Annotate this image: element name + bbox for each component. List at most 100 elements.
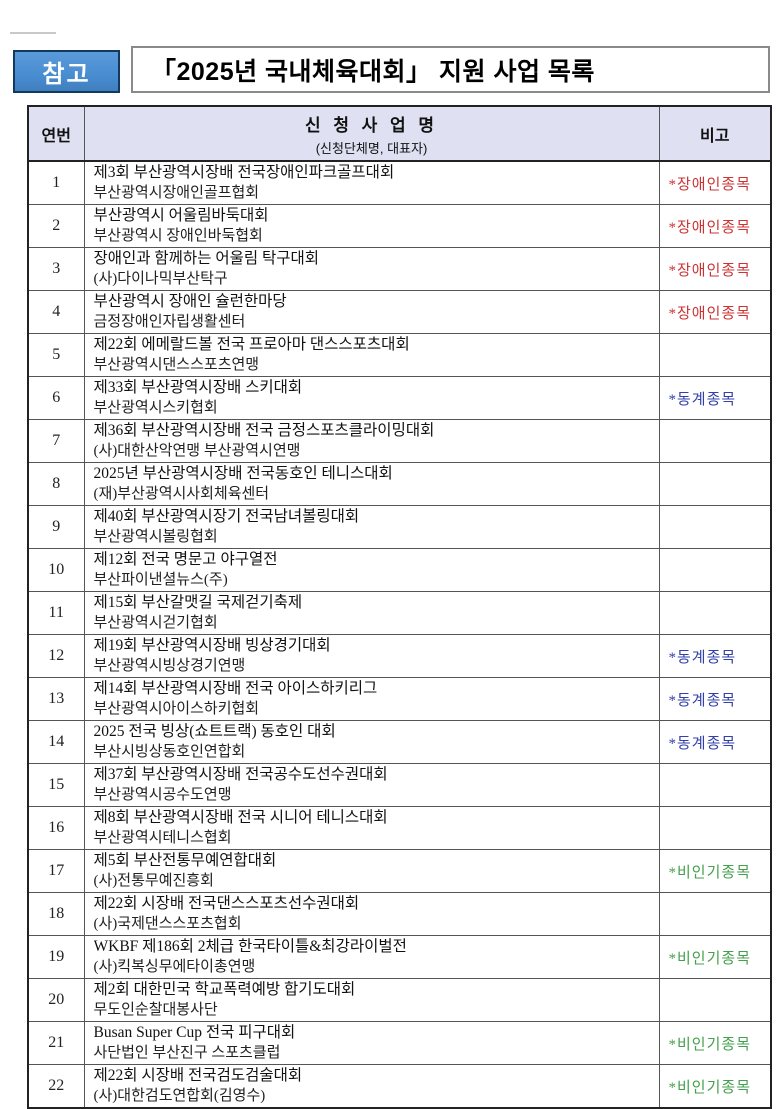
row-number-cell: 22 (27, 1064, 85, 1109)
project-title: 제5회 부산전통무예연합대회 (93, 852, 277, 869)
row-number-cell: 18 (27, 892, 85, 936)
row-number-cell: 5 (27, 333, 85, 377)
project-cell: 제14회 부산광역시장배 전국 아이스하키리그 부산광역시아이스하키협회 (83, 677, 660, 721)
project-organization: 부산광역시공수도연맹 (93, 787, 232, 803)
table-row: 18 제22회 시장배 전국댄스스포츠선수권대회 (사)국제댄스스포츠협회 (27, 892, 772, 936)
column-header-project-sub: (신청단체명, 대표자) (315, 140, 428, 156)
row-number-cell: 13 (27, 677, 85, 721)
project-title: 제8회 부산광역시장배 전국 시니어 테니스대회 (93, 809, 388, 826)
project-title: 제22회 시장배 전국댄스스포츠선수권대회 (93, 895, 360, 912)
remark-cell: *동계종목 (658, 720, 772, 764)
project-title: 부산광역시 장애인 슐런한마당 (93, 293, 287, 310)
remark-cell: *비인기종목 (658, 849, 772, 893)
project-organization: 부산파이낸셜뉴스(주) (93, 572, 228, 588)
row-number-cell: 7 (27, 419, 85, 463)
project-cell: 제8회 부산광역시장배 전국 시니어 테니스대회 부산광역시테니스협회 (83, 806, 660, 850)
project-cell: 제33회 부산광역시장배 스키대회 부산광역시스키협회 (83, 376, 660, 420)
table-row: 5 제22회 에메랄드볼 전국 프로아마 댄스스포츠대회 부산광역시댄스스포츠연… (27, 333, 772, 377)
project-cell: 제36회 부산광역시장배 전국 금정스포츠클라이밍대회 (사)대한산악연맹 부산… (83, 419, 660, 463)
row-number-cell: 2 (27, 204, 85, 248)
row-number-cell: 20 (27, 978, 85, 1022)
remark-cell (658, 978, 772, 1022)
project-title: 제37회 부산광역시장배 전국공수도선수권대회 (93, 766, 388, 783)
project-cell: 제37회 부산광역시장배 전국공수도선수권대회 부산광역시공수도연맹 (83, 763, 660, 807)
project-cell: 제2회 대한민국 학교폭력예방 합기도대회 무도인순찰대봉사단 (83, 978, 660, 1022)
remark-cell (658, 806, 772, 850)
table-row: 13 제14회 부산광역시장배 전국 아이스하키리그 부산광역시아이스하키협회 … (27, 677, 772, 721)
project-title: 제3회 부산광역시장배 전국장애인파크골프대회 (93, 164, 395, 181)
remark-cell: *장애인종목 (658, 204, 772, 248)
project-organization: 부산광역시 장애인바둑협회 (93, 228, 263, 244)
project-title: 제15회 부산갈맷길 국제걷기축제 (93, 594, 303, 611)
project-cell: 제22회 시장배 전국댄스스포츠선수권대회 (사)국제댄스스포츠협회 (83, 892, 660, 936)
remark-cell (658, 763, 772, 807)
table-header: 연번 신 청 사 업 명 (신청단체명, 대표자) 비고 (27, 105, 772, 162)
row-number-cell: 12 (27, 634, 85, 678)
remark-cell: *동계종목 (658, 677, 772, 721)
table-row: 9 제40회 부산광역시장기 전국남녀볼링대회 부산광역시볼링협회 (27, 505, 772, 549)
remark-cell: *비인기종목 (658, 935, 772, 979)
project-cell: 제40회 부산광역시장기 전국남녀볼링대회 부산광역시볼링협회 (83, 505, 660, 549)
table-row: 12 제19회 부산광역시장배 빙상경기대회 부산광역시빙상경기연맹 *동계종목 (27, 634, 772, 678)
table-row: 4 부산광역시 장애인 슐런한마당 금정장애인자립생활센터 *장애인종목 (27, 290, 772, 334)
project-organization: 부산광역시테니스협회 (93, 830, 232, 846)
project-cell: 제3회 부산광역시장배 전국장애인파크골프대회 부산광역시장애인골프협회 (83, 160, 660, 205)
project-organization: 부산광역시볼링협회 (93, 529, 218, 545)
project-organization: (사)킥복싱무에타이총연맹 (93, 959, 256, 975)
project-cell: 제15회 부산갈맷길 국제걷기축제 부산광역시걷기협회 (83, 591, 660, 635)
project-organization: (사)대한검도연합회(김영수) (93, 1088, 266, 1104)
project-organization: 부산광역시댄스스포츠연맹 (93, 357, 260, 373)
project-title: WKBF 제186회 2체급 한국타이틀&최강라이벌전 (93, 938, 407, 955)
reference-badge-label: 참고 (42, 61, 91, 88)
project-cell: 제22회 에메랄드볼 전국 프로아마 댄스스포츠대회 부산광역시댄스스포츠연맹 (83, 333, 660, 377)
project-cell: WKBF 제186회 2체급 한국타이틀&최강라이벌전 (사)킥복싱무에타이총연… (83, 935, 660, 979)
remark-cell: *비인기종목 (658, 1064, 772, 1109)
project-title: 제22회 시장배 전국검도검술대회 (93, 1067, 303, 1084)
project-title: 제33회 부산광역시장배 스키대회 (93, 379, 303, 396)
project-title: 제19회 부산광역시장배 빙상경기대회 (93, 637, 331, 654)
project-cell: 부산광역시 어울림바둑대회 부산광역시 장애인바둑협회 (83, 204, 660, 248)
project-organization: 부산광역시빙상경기연맹 (93, 658, 246, 674)
project-cell: 2025 전국 빙상(쇼트트랙) 동호인 대회 부산시빙상동호인연합회 (83, 720, 660, 764)
table-row: 6 제33회 부산광역시장배 스키대회 부산광역시스키협회 *동계종목 (27, 376, 772, 420)
table-row: 20 제2회 대한민국 학교폭력예방 합기도대회 무도인순찰대봉사단 (27, 978, 772, 1022)
project-title: 2025년 부산광역시장배 전국동호인 테니스대회 (93, 465, 393, 482)
project-title: 제40회 부산광역시장기 전국남녀볼링대회 (93, 508, 360, 525)
row-number-cell: 1 (27, 160, 85, 205)
project-title: 제22회 에메랄드볼 전국 프로아마 댄스스포츠대회 (93, 336, 410, 353)
project-cell: 제12회 전국 명문고 야구열전 부산파이낸셜뉴스(주) (83, 548, 660, 592)
project-cell: 2025년 부산광역시장배 전국동호인 테니스대회 (재)부산광역시사회체육센터 (83, 462, 660, 506)
row-number-cell: 3 (27, 247, 85, 291)
project-cell: 제5회 부산전통무예연합대회 (사)전통무예진흥회 (83, 849, 660, 893)
table-row: 1 제3회 부산광역시장배 전국장애인파크골프대회 부산광역시장애인골프협회 *… (27, 160, 772, 205)
table-row: 21 Busan Super Cup 전국 피구대회 사단법인 부산진구 스포츠… (27, 1021, 772, 1065)
row-number-cell: 11 (27, 591, 85, 635)
page-title: 「2025년 국내체육대회」 지원 사업 목록 (151, 57, 595, 86)
table-row: 17 제5회 부산전통무예연합대회 (사)전통무예진흥회 *비인기종목 (27, 849, 772, 893)
row-number-cell: 6 (27, 376, 85, 420)
table-row: 16 제8회 부산광역시장배 전국 시니어 테니스대회 부산광역시테니스협회 (27, 806, 772, 850)
project-title: 제36회 부산광역시장배 전국 금정스포츠클라이밍대회 (93, 422, 435, 439)
project-organization: (재)부산광역시사회체육센터 (93, 486, 270, 502)
project-cell: 제22회 시장배 전국검도검술대회 (사)대한검도연합회(김영수) (83, 1064, 660, 1109)
project-organization: 무도인순찰대봉사단 (93, 1002, 218, 1018)
remark-cell (658, 333, 772, 377)
project-title: 제12회 전국 명문고 야구열전 (93, 551, 278, 568)
table-row: 15 제37회 부산광역시장배 전국공수도선수권대회 부산광역시공수도연맹 (27, 763, 772, 807)
remark-cell (658, 419, 772, 463)
table-row: 8 2025년 부산광역시장배 전국동호인 테니스대회 (재)부산광역시사회체육… (27, 462, 772, 506)
reference-badge: 참고 (13, 50, 120, 93)
project-organization: 부산광역시스키협회 (93, 400, 218, 416)
remark-cell: *동계종목 (658, 376, 772, 420)
remark-cell (658, 548, 772, 592)
table-row: 11 제15회 부산갈맷길 국제걷기축제 부산광역시걷기협회 (27, 591, 772, 635)
project-title: 제14회 부산광역시장배 전국 아이스하키리그 (93, 680, 378, 697)
project-organization: 금정장애인자립생활센터 (93, 314, 246, 330)
remark-cell: *비인기종목 (658, 1021, 772, 1065)
project-organization: 부산광역시아이스하키협회 (93, 701, 260, 717)
title-box: 「2025년 국내체육대회」 지원 사업 목록 (131, 46, 770, 93)
column-header-project-main: 신 청 사 업 명 (304, 115, 439, 135)
remark-cell: *장애인종목 (658, 290, 772, 334)
project-organization: (사)국제댄스스포츠협회 (93, 916, 242, 932)
